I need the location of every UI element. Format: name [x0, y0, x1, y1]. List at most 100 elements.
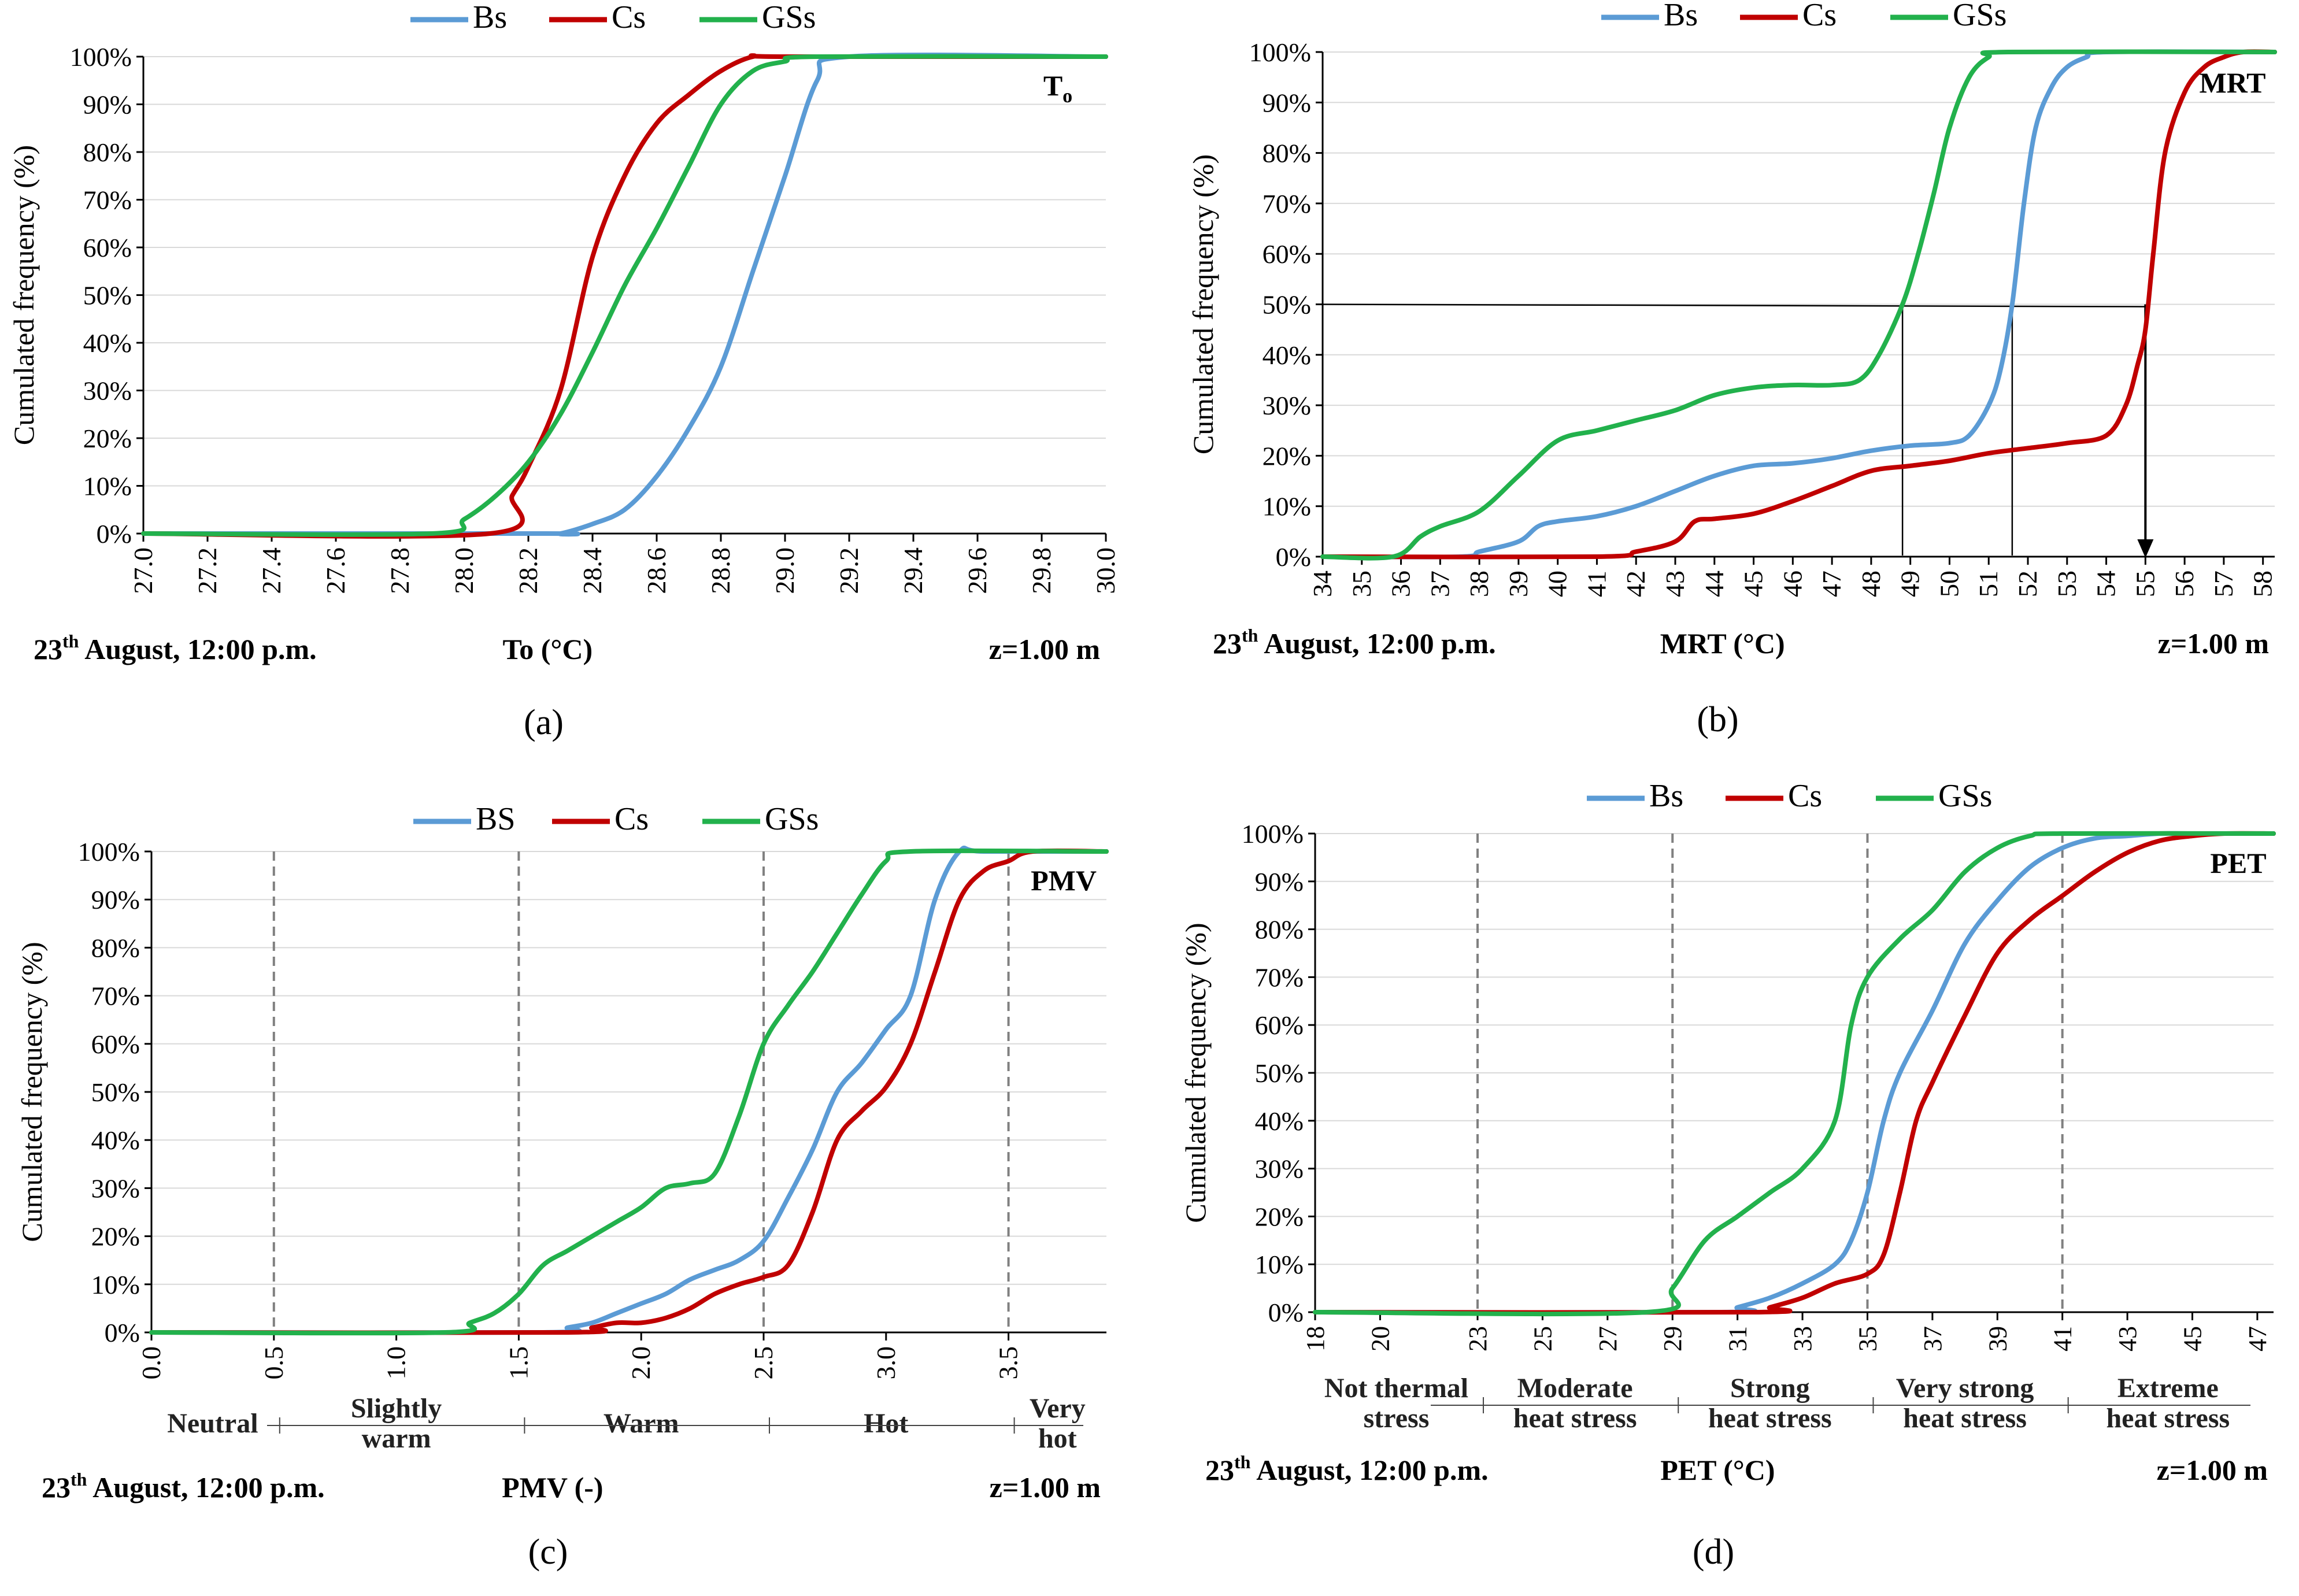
legend-label-cs: Cs [614, 801, 649, 837]
chart-title: PET [2210, 847, 2266, 879]
y-tick-label: 20% [91, 1222, 140, 1251]
x-tick-label: 30.0 [1091, 547, 1120, 594]
y-tick-label: 70% [1255, 962, 1304, 992]
y-axis-label: Cumulated frequency (%) [1179, 923, 1212, 1223]
chart-panel-a: 0% 10% 20% 30% 40% 50% 60% 70% 80% 90% 100% 27.0 27.… [8, 0, 1120, 742]
chart-title: PMV [1031, 864, 1097, 897]
y-tick-label: 20% [1263, 441, 1311, 471]
legend-label-bs: Bs [1649, 778, 1683, 814]
height-label: z=1.00 m [989, 633, 1100, 665]
y-tick-label: 60% [1255, 1010, 1304, 1040]
legend-label-gss: GSs [765, 801, 819, 837]
zone-label: heat stress [1903, 1403, 2027, 1434]
y-tick-label: 70% [1263, 189, 1311, 219]
y-tick-label: 40% [83, 328, 132, 358]
zone-label: heat stress [1513, 1403, 1637, 1434]
x-tick-label: 40 [1543, 571, 1572, 597]
x-tick-label: 29 [1658, 1326, 1687, 1351]
x-tick-label: 53 [2052, 571, 2082, 597]
y-tick-label: 10% [83, 472, 132, 501]
y-tick-label: 10% [91, 1270, 140, 1299]
x-tick-label: 55 [2130, 571, 2160, 597]
panel-label: (a) [524, 703, 564, 742]
series-line-gss [141, 54, 1108, 537]
y-tick-label: 80% [91, 933, 140, 962]
y-tick-label: 0% [97, 519, 132, 549]
date-suffix: th [62, 631, 79, 651]
x-tick-label: 49 [1896, 571, 1925, 597]
x-tick-label: 39 [1504, 571, 1533, 597]
series-line-gss [149, 848, 1109, 1336]
y-tick-label: 60% [91, 1030, 140, 1059]
y-tick-label: 30% [83, 376, 132, 406]
x-tick-label: 48 [1856, 571, 1886, 597]
x-tick-label: 28.6 [642, 547, 671, 594]
legend-label-bs: Bs [1664, 0, 1698, 33]
date-rest: August, 12:00 p.m. [79, 633, 316, 665]
x-tick-label: 29.2 [834, 547, 864, 594]
series-line-gss [1313, 831, 2276, 1317]
panel-label: (c) [528, 1532, 568, 1572]
y-tick-label: 0% [1276, 542, 1311, 572]
x-tick-label: 0.0 [136, 1346, 166, 1380]
zone-label: Very strong [1896, 1373, 2034, 1404]
chart-title: To [1043, 69, 1072, 107]
x-tick-label: 41 [2049, 1326, 2077, 1351]
legend-label-gss: GSs [1953, 0, 2006, 33]
x-tick-label: 27.8 [385, 547, 414, 594]
x-tick-label: 35 [1347, 571, 1376, 597]
y-tick-label: 60% [83, 233, 132, 262]
x-tick-label: 38 [1464, 571, 1494, 597]
chart-panel-d: 0%10%20%30%40%50%60%70%80%90%100%18 20 23 2… [1179, 778, 2276, 1572]
date-day: 23 [34, 633, 62, 665]
x-tick-label: 0.5 [259, 1346, 288, 1380]
x-tick-label: 1.0 [382, 1346, 411, 1380]
date-label: 23th August, 12:00 p.m. [1205, 1451, 1489, 1486]
chart-panel-c: 0% 10% 20% 30% 40% 50% 60% 70% 80% 90% 100% 0.0 0.5 1… [16, 801, 1109, 1572]
x-axis-label: To (°C) [502, 633, 593, 665]
height-label: z=1.00 m [2158, 627, 2269, 660]
x-tick-label: 27 [1594, 1326, 1622, 1351]
x-tick-label: 27.4 [257, 547, 286, 594]
x-tick-label: 27.0 [128, 547, 158, 594]
height-label: z=1.00 m [2157, 1454, 2268, 1486]
y-tick-label: 40% [91, 1125, 140, 1155]
x-axis-label: PET (°C) [1660, 1454, 1775, 1486]
x-tick-label: 34 [1308, 571, 1337, 597]
y-tick-label: 100% [78, 837, 140, 866]
zone-label: Warm [604, 1408, 679, 1439]
x-tick-label: 28.0 [449, 547, 479, 594]
median-arrow [2137, 539, 2154, 558]
x-tick-label: 2.5 [749, 1346, 778, 1380]
date-label: 23th August, 12:00 p.m. [1213, 625, 1496, 660]
zone-label: heat stress [1708, 1403, 1832, 1434]
y-tick-label: 10% [1255, 1250, 1304, 1279]
x-tick-label: 52 [2013, 571, 2042, 597]
zone-label: warm [362, 1423, 431, 1454]
y-tick-label: 70% [91, 982, 140, 1011]
x-tick-label: 46 [1778, 571, 1807, 597]
x-tick-label: 43 [1660, 571, 1690, 597]
x-tick-label: 18 [1301, 1326, 1330, 1351]
series-line-cs [149, 848, 1109, 1335]
x-tick-label: 37 [1425, 571, 1454, 597]
y-tick-label: 40% [1263, 340, 1311, 370]
x-tick-label: 36 [1386, 571, 1416, 597]
x-tick-label: 2.0 [626, 1346, 656, 1380]
x-axis-label: MRT (°C) [1660, 627, 1785, 660]
zone-label: Extreme [2117, 1373, 2219, 1404]
y-tick-label: 100% [1242, 819, 1304, 849]
y-tick-label: 90% [1263, 88, 1311, 117]
y-axis-label: Cumulated frequency (%) [8, 145, 40, 445]
zone-label: Moderate [1517, 1373, 1633, 1404]
y-axis-label: Cumulated frequency (%) [1187, 154, 1219, 454]
x-tick-label: 1.5 [504, 1346, 533, 1380]
legend-label-gss: GSs [1938, 778, 1992, 814]
zone-label: hot [1038, 1423, 1077, 1454]
zone-label: stress [1364, 1403, 1430, 1434]
series-line-bs [149, 845, 1109, 1335]
y-tick-label: 100% [1249, 38, 1311, 67]
y-tick-label: 80% [83, 138, 132, 167]
x-tick-label: 45 [2178, 1326, 2207, 1351]
